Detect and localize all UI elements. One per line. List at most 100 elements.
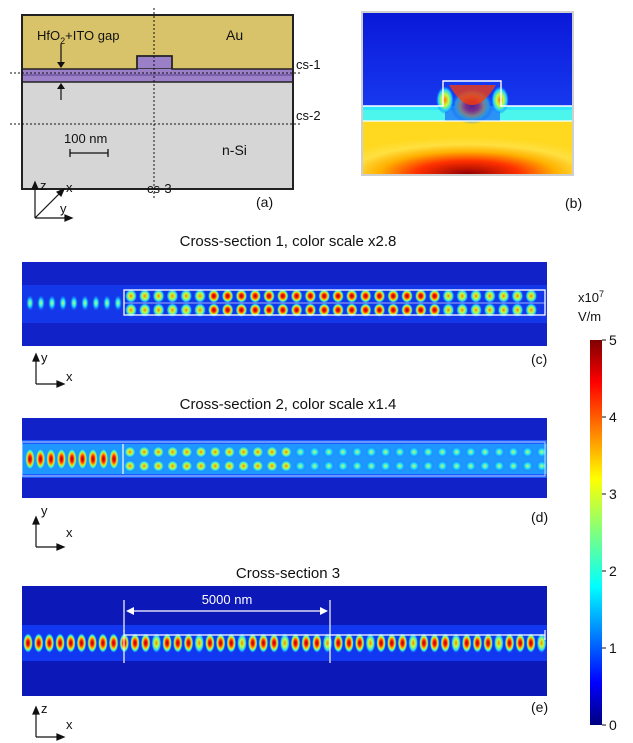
field-spot bbox=[318, 289, 331, 303]
field-spot bbox=[180, 460, 193, 472]
field-spot bbox=[397, 633, 408, 653]
axis-e-x: x bbox=[66, 717, 73, 732]
axis-d-x: x bbox=[66, 525, 73, 540]
field-spot bbox=[418, 633, 429, 653]
si-label: n-Si bbox=[222, 142, 247, 158]
field-spot bbox=[308, 446, 321, 458]
panel-c-title: Cross-section 1, color scale x2.8 bbox=[180, 233, 397, 250]
field-spot bbox=[23, 633, 33, 653]
field-spot bbox=[322, 460, 335, 472]
field-spot bbox=[450, 446, 463, 458]
field-spot bbox=[280, 446, 293, 458]
field-spot bbox=[318, 303, 331, 317]
field-spot bbox=[354, 633, 365, 653]
field-spot bbox=[237, 460, 250, 472]
axis-z-label: z bbox=[40, 178, 47, 193]
colorbar-gradient bbox=[590, 340, 602, 725]
field-map-b-outline bbox=[363, 80, 572, 107]
field-spot bbox=[497, 303, 510, 317]
field-spot bbox=[345, 303, 358, 317]
field-spot bbox=[479, 446, 491, 458]
panel-a-frame bbox=[21, 14, 294, 190]
field-spot bbox=[290, 289, 303, 303]
field-spot bbox=[493, 633, 504, 653]
field-spot bbox=[25, 448, 35, 470]
field-spot bbox=[35, 448, 46, 470]
field-spot bbox=[221, 289, 234, 303]
field-spot bbox=[258, 633, 269, 653]
field-spot bbox=[504, 633, 515, 653]
axes-d bbox=[32, 515, 66, 551]
field-spot bbox=[472, 633, 483, 653]
field-spot bbox=[221, 303, 234, 317]
field-spot bbox=[251, 446, 264, 458]
field-map-d-spots bbox=[25, 446, 548, 472]
field-spot bbox=[373, 303, 386, 317]
field-spot bbox=[237, 633, 247, 653]
field-spot bbox=[266, 460, 278, 472]
field-spot bbox=[204, 633, 215, 653]
colorbar-tick-label: 5 bbox=[609, 332, 617, 348]
axis-c-y: y bbox=[41, 350, 48, 365]
field-spot bbox=[470, 289, 482, 303]
field-spot bbox=[88, 448, 98, 470]
field-spot bbox=[379, 460, 392, 472]
field-spot bbox=[56, 448, 67, 470]
colorbar-unit: V/m bbox=[578, 309, 601, 324]
colorbar-ticks: 5 4 3 2 1 0 bbox=[602, 332, 617, 733]
field-spot bbox=[195, 460, 207, 472]
field-spot bbox=[33, 633, 44, 653]
field-spot bbox=[536, 633, 547, 653]
field-spot bbox=[345, 289, 358, 303]
gap-label: HfO2+ITO gap bbox=[37, 28, 119, 46]
field-spot bbox=[166, 446, 179, 458]
field-spot bbox=[408, 633, 419, 653]
field-spot bbox=[247, 633, 258, 653]
field-spot bbox=[479, 460, 491, 472]
gap-arrow-top-head bbox=[57, 62, 65, 68]
field-spot bbox=[223, 460, 236, 472]
field-spot bbox=[48, 295, 56, 311]
axes-c bbox=[32, 352, 66, 388]
field-spot bbox=[359, 289, 372, 303]
panel-e-title: Cross-section 3 bbox=[236, 565, 340, 582]
field-spot bbox=[365, 460, 378, 472]
field-spot bbox=[194, 289, 206, 303]
field-spot bbox=[26, 295, 34, 311]
field-spot bbox=[333, 633, 344, 653]
field-map-b-ridge-hot bbox=[449, 85, 496, 105]
field-spot bbox=[511, 289, 524, 303]
field-spot bbox=[483, 289, 496, 303]
field-spot bbox=[130, 633, 140, 653]
field-spot bbox=[429, 633, 440, 653]
field-spot bbox=[414, 303, 427, 317]
axis-c-x: x bbox=[66, 369, 73, 384]
field-map-b-corner-right bbox=[491, 86, 509, 114]
field-spot bbox=[470, 303, 482, 317]
field-spot bbox=[87, 633, 98, 653]
field-spot bbox=[138, 303, 151, 317]
field-spot bbox=[138, 289, 151, 303]
field-spot bbox=[138, 446, 151, 458]
field-spot bbox=[269, 633, 280, 653]
field-spot bbox=[451, 633, 461, 653]
field-spot bbox=[387, 289, 400, 303]
field-spot bbox=[263, 289, 275, 303]
field-spot bbox=[376, 633, 387, 653]
field-spot bbox=[209, 446, 222, 458]
panel-a: cs-1 cs-2 cs-3 HfO2+ITO gap Au n-Si 100 … bbox=[10, 8, 321, 222]
dimension-label: 5000 nm bbox=[202, 592, 253, 607]
field-spot bbox=[140, 633, 151, 653]
field-spot bbox=[152, 460, 165, 472]
field-spot bbox=[180, 303, 193, 317]
au-label: Au bbox=[226, 27, 243, 43]
field-spot bbox=[401, 303, 413, 317]
field-spot bbox=[172, 633, 183, 653]
field-spot bbox=[152, 289, 165, 303]
field-spot bbox=[235, 289, 248, 303]
field-spot bbox=[525, 289, 538, 303]
field-spot bbox=[322, 633, 333, 653]
field-spot bbox=[77, 448, 88, 470]
field-spot bbox=[209, 460, 222, 472]
field-spot bbox=[226, 633, 237, 653]
